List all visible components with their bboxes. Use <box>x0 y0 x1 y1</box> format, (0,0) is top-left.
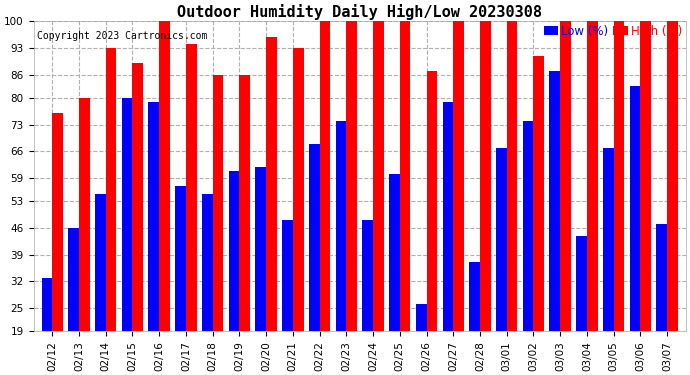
Bar <box>282 220 293 331</box>
Bar <box>453 21 464 331</box>
Bar <box>309 144 319 331</box>
Bar <box>346 21 357 331</box>
Bar <box>159 21 170 331</box>
Bar <box>640 21 651 331</box>
Bar <box>373 21 384 331</box>
Bar <box>79 98 90 331</box>
Bar <box>213 75 224 331</box>
Bar <box>442 102 453 331</box>
Bar <box>426 71 437 331</box>
Bar <box>132 63 143 331</box>
Bar <box>362 220 373 331</box>
Bar <box>506 21 518 331</box>
Bar <box>68 228 79 331</box>
Bar <box>121 98 132 331</box>
Bar <box>656 224 667 331</box>
Text: Copyright 2023 Cartronics.com: Copyright 2023 Cartronics.com <box>37 31 207 40</box>
Bar <box>95 194 106 331</box>
Bar <box>400 21 411 331</box>
Bar <box>335 121 346 331</box>
Bar <box>255 167 266 331</box>
Bar <box>202 194 213 331</box>
Bar <box>175 186 186 331</box>
Bar <box>587 21 598 331</box>
Bar <box>52 113 63 331</box>
Bar <box>560 21 571 331</box>
Bar <box>667 21 678 331</box>
Bar <box>106 48 117 331</box>
Bar <box>480 21 491 331</box>
Bar <box>469 262 480 331</box>
Bar <box>228 171 239 331</box>
Bar <box>319 21 331 331</box>
Bar <box>576 236 587 331</box>
Bar <box>630 86 640 331</box>
Bar <box>148 102 159 331</box>
Bar <box>523 121 533 331</box>
Bar <box>603 148 613 331</box>
Bar <box>293 48 304 331</box>
Bar <box>549 71 560 331</box>
Bar <box>613 21 624 331</box>
Bar <box>41 278 52 331</box>
Bar <box>186 44 197 331</box>
Bar <box>239 75 250 331</box>
Bar <box>416 304 426 331</box>
Legend: Low (%), High (%): Low (%), High (%) <box>542 24 684 39</box>
Bar <box>533 56 544 331</box>
Bar <box>389 174 400 331</box>
Title: Outdoor Humidity Daily High/Low 20230308: Outdoor Humidity Daily High/Low 20230308 <box>177 4 542 20</box>
Bar <box>266 37 277 331</box>
Bar <box>496 148 506 331</box>
